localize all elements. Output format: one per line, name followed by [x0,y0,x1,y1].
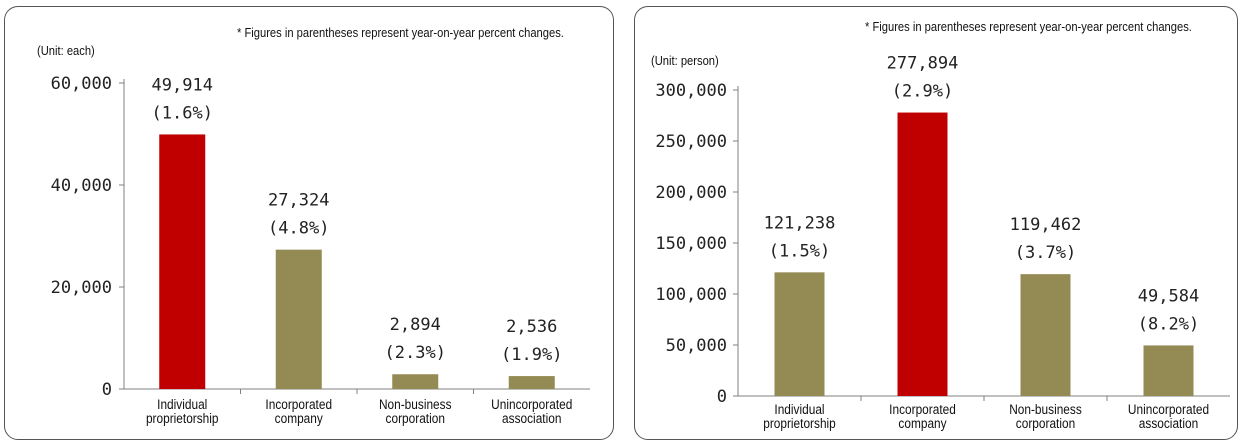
y-tick-label: 50,000 [666,336,727,356]
bar-value-label: 2,536 [506,317,557,337]
y-tick-label: 0 [102,380,112,400]
x-category-label: corporation [386,410,445,426]
y-tick-label: 300,000 [655,81,727,101]
bar [508,376,555,389]
y-tick-label: 60,000 [51,74,112,94]
bar-change-label: (1.6%) [152,103,213,123]
bar-change-label: (4.8%) [268,219,329,239]
bar-change-label: (1.9%) [501,345,562,365]
bar-change-label: (8.2%) [1138,314,1199,334]
x-category-label: proprietorship [146,410,219,426]
x-category-label: Incorporated [265,396,332,412]
y-tick-label: 0 [717,387,727,407]
x-category-label: association [502,410,561,426]
bar-value-label: 2,894 [390,315,441,335]
x-category-label: company [898,415,947,431]
bar [159,134,206,389]
x-category-label: Unincorporated [491,396,572,412]
x-category-label: proprietorship [763,415,836,431]
x-category-label: Individual [774,401,824,417]
y-tick-label: 20,000 [51,278,112,298]
x-category-label: company [275,410,324,426]
bar-value-label: 121,238 [764,213,836,233]
bar-value-label: 49,584 [1138,286,1199,306]
bar [774,272,825,396]
y-tick-label: 40,000 [51,176,112,196]
footnote: * Figures in parentheses represent year-… [865,19,1192,34]
x-category-label: Non-business [1009,401,1082,417]
unit-label: (Unit: each) [37,43,95,58]
x-category-label: Non-business [379,396,452,412]
bar [897,112,948,396]
bar [1143,345,1194,396]
bar-change-label: (3.7%) [1015,243,1076,263]
x-category-label: corporation [1016,415,1075,431]
bar-value-label: 277,894 [887,54,959,74]
bar [1020,274,1071,396]
unit-label: (Unit: person) [651,53,719,68]
bar-value-label: 49,914 [152,75,213,95]
y-tick-label: 200,000 [655,183,727,203]
footnote: * Figures in parentheses represent year-… [237,25,564,40]
y-tick-label: 250,000 [655,132,727,152]
bar-value-label: 27,324 [268,191,329,211]
bar [392,374,439,389]
bar-change-label: (2.3%) [385,343,446,363]
bar-change-label: (2.9%) [892,82,953,102]
x-category-label: association [1139,415,1198,431]
y-tick-label: 150,000 [655,234,727,254]
x-category-label: Unincorporated [1128,401,1209,417]
x-category-label: Individual [157,396,207,412]
bar-change-label: (1.5%) [769,241,830,261]
bar [275,249,322,389]
bar-value-label: 119,462 [1010,215,1082,235]
x-category-label: Incorporated [889,401,956,417]
y-tick-label: 100,000 [655,285,727,305]
